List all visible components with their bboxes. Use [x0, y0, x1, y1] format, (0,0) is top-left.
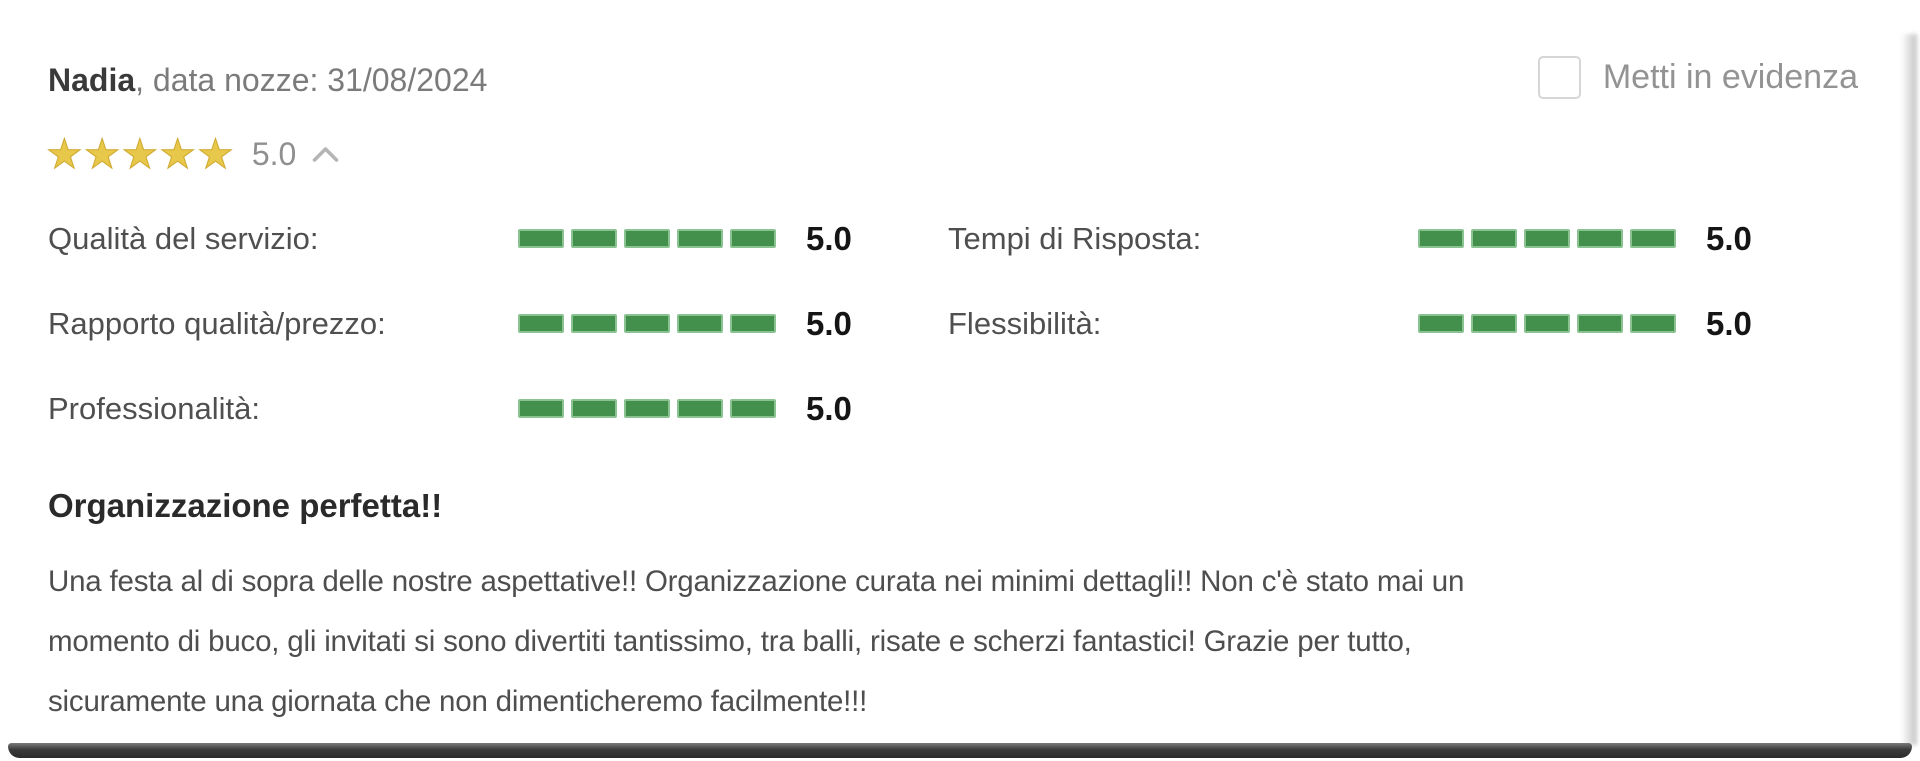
bar-segment	[571, 314, 617, 333]
bar-segment	[1418, 314, 1464, 333]
highlight-checkbox-control[interactable]: Metti in evidenza	[1537, 56, 1858, 99]
overall-rating-row: ★ ★ ★ ★ ★ 5.0	[46, 131, 341, 177]
ratings-column-right: Tempi di Risposta: 5.0 Flessibilità: 5.0	[948, 196, 1808, 366]
star-icon: ★	[159, 131, 197, 177]
bar-segment	[571, 399, 617, 418]
rating-value: 5.0	[806, 219, 852, 257]
rating-bar	[1418, 314, 1676, 333]
collapse-ratings-button[interactable]	[310, 140, 341, 169]
bar-segment	[571, 229, 617, 248]
review-header: Nadia, data nozze: 31/08/2024	[48, 60, 487, 100]
rating-value: 5.0	[806, 304, 852, 342]
bar-segment	[518, 314, 564, 333]
bar-segment	[1524, 314, 1570, 333]
overall-rating-value: 5.0	[251, 136, 297, 172]
rating-row: Flessibilità: 5.0	[948, 281, 1808, 366]
chevron-up-icon	[313, 147, 339, 162]
bar-segment	[1471, 314, 1517, 333]
rating-value: 5.0	[1706, 219, 1752, 257]
rating-row: Professionalità: 5.0	[48, 366, 908, 451]
rating-bar	[1418, 229, 1676, 248]
bar-segment	[624, 229, 670, 248]
star-rating: ★ ★ ★ ★ ★	[46, 131, 235, 177]
checkbox-icon[interactable]	[1537, 56, 1581, 99]
rating-label: Flessibilità:	[948, 305, 1102, 341]
rating-label: Rapporto qualità/prezzo:	[48, 305, 386, 341]
bar-segment	[730, 399, 776, 418]
bar-segment	[1471, 229, 1517, 248]
rating-row: Rapporto qualità/prezzo: 5.0	[48, 281, 908, 366]
review-title: Organizzazione perfetta!!	[48, 487, 443, 524]
bar-segment	[1577, 314, 1623, 333]
bar-segment	[677, 399, 723, 418]
review-body: Una festa al di sopra delle nostre aspet…	[48, 565, 1465, 718]
star-icon: ★	[46, 131, 84, 177]
rating-label: Qualità del servizio:	[48, 220, 319, 256]
rating-value: 5.0	[1706, 304, 1752, 342]
rating-row: Qualità del servizio: 5.0	[48, 196, 908, 281]
rating-row: Tempi di Risposta: 5.0	[948, 196, 1808, 281]
bar-segment	[1577, 229, 1623, 248]
card-bottom-border	[8, 743, 1912, 758]
rating-bar	[518, 399, 776, 418]
bar-segment	[730, 314, 776, 333]
highlight-label[interactable]: Metti in evidenza	[1602, 58, 1858, 96]
reviewer-name: Nadia	[48, 62, 136, 98]
bar-segment	[624, 314, 670, 333]
bar-segment	[518, 399, 564, 418]
ratings-column-left: Qualità del servizio: 5.0 Rapporto quali…	[48, 196, 908, 451]
bar-segment	[677, 229, 723, 248]
star-icon: ★	[121, 131, 159, 177]
rating-bar	[518, 229, 776, 248]
bar-segment	[1630, 229, 1676, 248]
bar-segment	[624, 399, 670, 418]
card-right-shadow	[1901, 34, 1917, 745]
bar-segment	[677, 314, 723, 333]
rating-bar	[518, 314, 776, 333]
bar-segment	[518, 229, 564, 248]
star-icon: ★	[83, 131, 121, 177]
rating-value: 5.0	[806, 389, 852, 427]
rating-label: Professionalità:	[48, 390, 260, 426]
rating-label: Tempi di Risposta:	[948, 220, 1202, 256]
bar-segment	[1418, 229, 1464, 248]
bar-segment	[1630, 314, 1676, 333]
wedding-date: , data nozze: 31/08/2024	[135, 62, 488, 98]
bar-segment	[730, 229, 776, 248]
star-icon: ★	[197, 131, 235, 177]
bar-segment	[1524, 229, 1570, 248]
